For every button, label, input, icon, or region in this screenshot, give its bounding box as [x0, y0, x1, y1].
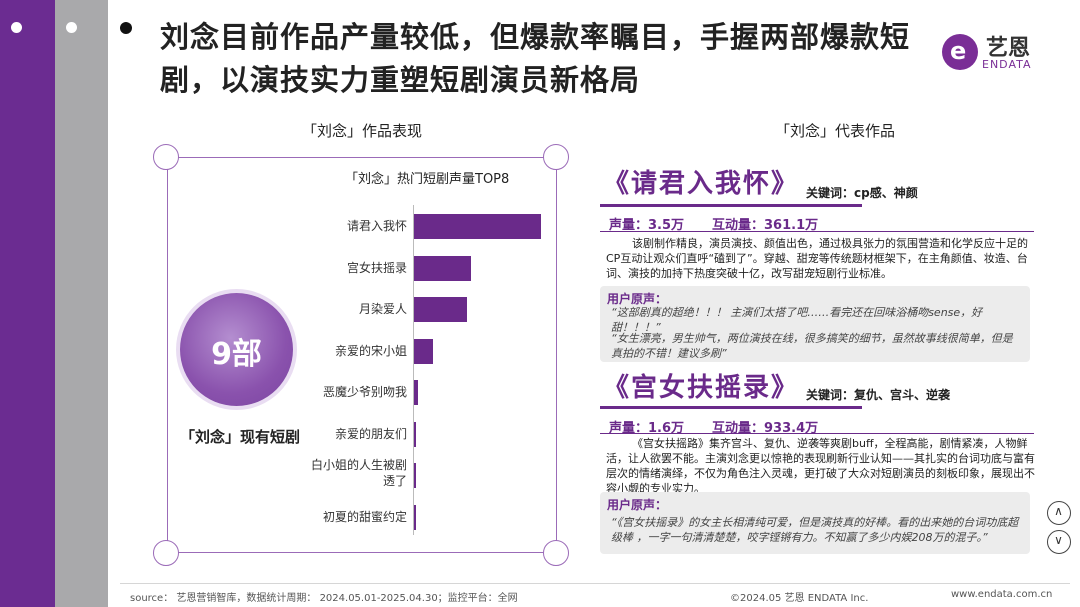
category-label: 宫女扶摇录 [346, 260, 407, 275]
logo-en: ENDATA [982, 58, 1032, 71]
bar-4 [414, 338, 434, 364]
scroll-up-button[interactable]: ∧ [1047, 501, 1071, 525]
bar-2 [414, 255, 472, 281]
category-label: 请君入我怀 [346, 219, 407, 233]
footer-source: source： 艺恩营销智库，数据统计周期： 2024.05.01-2025.0… [130, 593, 518, 604]
category-label: 亲爱的朋友们 [334, 426, 407, 441]
category-label: 初夏的甜蜜约定 [322, 509, 407, 524]
right-section-heading: 「刘念」代表作品 [775, 122, 896, 140]
work-title: 《宫女扶摇录》 [603, 373, 800, 403]
work-interact: 互动量：933.4万 [712, 421, 819, 436]
frame-corner-circle [153, 540, 179, 566]
stat-divider [600, 433, 1034, 434]
chevron-down-icon: ∨ [1054, 533, 1063, 547]
count-caption: 「刘念」现有短剧 [180, 428, 301, 446]
work-interact: 互动量：361.1万 [712, 218, 819, 233]
count-value: 9部 [211, 337, 262, 372]
left-purple-bar [0, 0, 55, 607]
work-underline [600, 204, 862, 207]
review-quote: “这部剧真的超绝！！！ 主演们太搭了吧……看完还在回味浴桶吻sense，好甜！！… [611, 306, 983, 334]
work-voice: 声量：1.6万 [609, 421, 685, 436]
work-description: 该剧制作精良，演员演技、颜值出色，通过极具张力的氛围营造和化学反应十足的CP互动… [606, 237, 1028, 280]
review-box [600, 492, 1030, 554]
stat-divider [600, 231, 1034, 232]
left-section-heading: 「刘念」作品表现 [302, 122, 423, 140]
bar-3 [414, 297, 468, 322]
frame-corner-circle [543, 144, 569, 170]
work-keywords: 关键词：cp感、神颜 [806, 186, 918, 200]
work-description: 《宫女扶摇路》集齐宫斗、复仇、逆袭等爽剧buff，全程高能，剧情紧凑，人物鲜活，… [606, 437, 1035, 495]
chart-frame [167, 157, 557, 553]
count-circle: 9部 [180, 293, 293, 406]
review-heading: 用户原声： [607, 292, 668, 306]
work-title: 《请君入我怀》 [603, 169, 800, 199]
bar-8 [414, 504, 416, 530]
footer-copyright: ©2024.05 艺恩 ENDATA Inc. [730, 593, 869, 604]
title-line-1: 刘念目前作品产量较低，但爆款率瞩目，手握两部爆款短 [160, 20, 911, 54]
decor-dot-2 [66, 22, 77, 33]
page-title: 刘念目前作品产量较低，但爆款率瞩目，手握两部爆款短 剧，以演技实力重塑短剧演员新… [160, 16, 950, 102]
logo-mark-icon: e [942, 34, 978, 70]
review-heading: 用户原声： [607, 498, 668, 512]
work-underline [600, 406, 862, 409]
logo-cn: 艺恩 [986, 36, 1031, 61]
footer-rule [120, 583, 1070, 584]
bar-6 [414, 421, 416, 447]
chevron-up-icon: ∧ [1054, 504, 1063, 518]
title-line-2: 剧，以演技实力重塑短剧演员新格局 [160, 63, 641, 97]
review-box [600, 286, 1030, 362]
category-label: 亲爱的宋小姐 [334, 343, 407, 358]
endata-logo: e 艺恩 ENDATA [940, 30, 1050, 74]
review-quote: “女生漂亮，男生帅气，两位演技在线，很多搞笑的细节，虽然故事线很简单，但是真拍的… [611, 332, 1013, 360]
category-label: 白小姐的人生被剧透了 [311, 458, 408, 488]
decor-dot-1 [11, 22, 22, 33]
left-gray-bar [55, 0, 108, 607]
bar-5 [414, 380, 418, 405]
work-keywords: 关键词：复仇、宫斗、逆袭 [806, 388, 951, 402]
category-label: 恶魔少爷别吻我 [322, 385, 407, 399]
title-bullet [120, 22, 132, 34]
scroll-down-button[interactable]: ∨ [1047, 530, 1071, 554]
work-voice: 声量：3.5万 [609, 218, 685, 233]
chart-title: 「刘念」热门短剧声量TOP8 [345, 172, 510, 187]
footer-url: www.endata.com.cn [951, 589, 1053, 600]
bar-1 [414, 214, 541, 239]
chart-axis [413, 205, 414, 535]
frame-corner-circle [543, 540, 569, 566]
review-quote: “《宫女扶摇录》的女主长相清纯可爱，但是演技真的好棒。看的出来她的台词功底超级棒… [611, 516, 1019, 544]
category-label: 月染爱人 [358, 302, 407, 316]
bar-7 [414, 463, 416, 488]
frame-corner-circle [153, 144, 179, 170]
